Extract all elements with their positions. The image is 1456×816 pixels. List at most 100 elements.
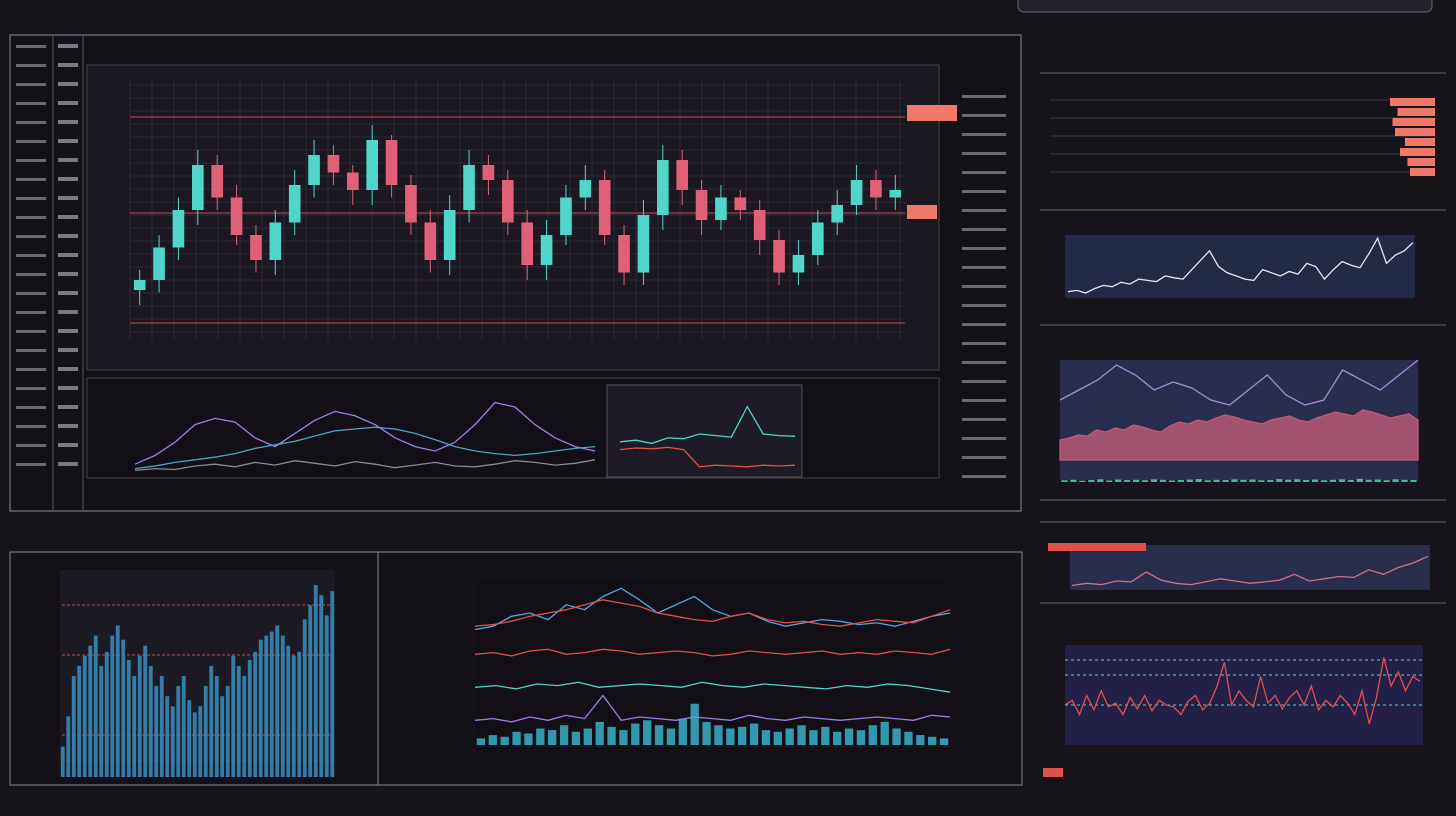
label-placeholder [58,215,78,219]
label-placeholder [58,424,78,428]
hbar [1407,158,1435,166]
bar [66,716,71,777]
line [1059,359,1419,406]
candle-body [540,235,553,265]
price-tag [907,205,937,219]
label-placeholder [962,285,1006,288]
candle-body [250,235,262,260]
bar [1195,479,1202,482]
bar [536,728,545,745]
badge [1043,768,1063,777]
hbar [1397,108,1435,116]
label-placeholder [16,216,46,219]
label-placeholder [58,177,78,181]
label-placeholder [58,462,78,466]
bar [319,595,324,777]
toolbar[interactable] [1017,0,1433,13]
bar [797,725,806,745]
bar [833,731,842,745]
volatility-area [1065,645,1423,745]
line [474,694,951,723]
bar [892,728,901,745]
bar [231,655,236,777]
bar [225,686,230,777]
bar [198,706,203,777]
bar [1356,478,1363,482]
line [134,401,596,465]
bar [1302,480,1310,482]
line [1067,236,1414,294]
bar [1365,479,1372,482]
label-placeholder [58,291,78,295]
bar [868,725,877,745]
label-placeholder [962,190,1006,193]
label-placeholder [962,361,1006,364]
bar [77,665,82,777]
label-placeholder [16,83,46,86]
bar [1294,479,1301,482]
candle-body [502,180,514,223]
bar [330,591,335,777]
bar [88,645,93,777]
bar [595,721,604,745]
line [474,599,951,627]
label-placeholder [962,171,1006,174]
hbar [1410,168,1435,176]
hbar [1400,148,1435,156]
candle-body [579,180,592,198]
candle-body [405,185,417,223]
label-placeholder [16,64,46,67]
area [1059,409,1419,461]
bar [253,651,258,777]
candle-body [618,235,630,273]
bar [1347,480,1355,482]
oscillator-area [86,377,940,479]
label-placeholder [58,310,78,314]
candle-body [753,210,766,240]
candle-body [172,210,185,248]
candle-body [695,190,708,220]
bar [559,725,569,745]
label-placeholder [962,95,1006,98]
candle-body [870,180,882,198]
bar [297,651,302,777]
label-placeholder [16,349,46,352]
bar [258,639,263,777]
bar [247,659,252,777]
label-placeholder [16,311,46,314]
bar [181,676,186,777]
bar [324,615,329,777]
bar [643,720,652,745]
candle-body [347,172,359,190]
label-placeholder [16,45,46,48]
bar [631,723,640,745]
bar [488,735,497,745]
label-placeholder [58,348,78,352]
bar [291,655,296,777]
bar [110,635,115,777]
candle-body [676,160,688,190]
bar [1338,479,1346,482]
candle-body [463,165,475,210]
line [1071,555,1429,587]
bar [1132,479,1140,482]
candle-body [831,205,843,223]
label-placeholder [16,368,46,371]
label-placeholder [58,367,78,371]
candle-body [327,155,340,173]
line [134,426,596,470]
bar [1123,480,1131,482]
bar [93,635,98,777]
bar [313,585,318,777]
bar [1329,479,1337,482]
hbar [1405,138,1435,146]
bar [548,730,557,745]
label-placeholder [962,418,1006,421]
bar [170,706,175,777]
bar [143,645,148,777]
bar [1204,480,1211,482]
candle-body [850,180,863,205]
candle-body [230,197,243,235]
bar [928,736,937,745]
